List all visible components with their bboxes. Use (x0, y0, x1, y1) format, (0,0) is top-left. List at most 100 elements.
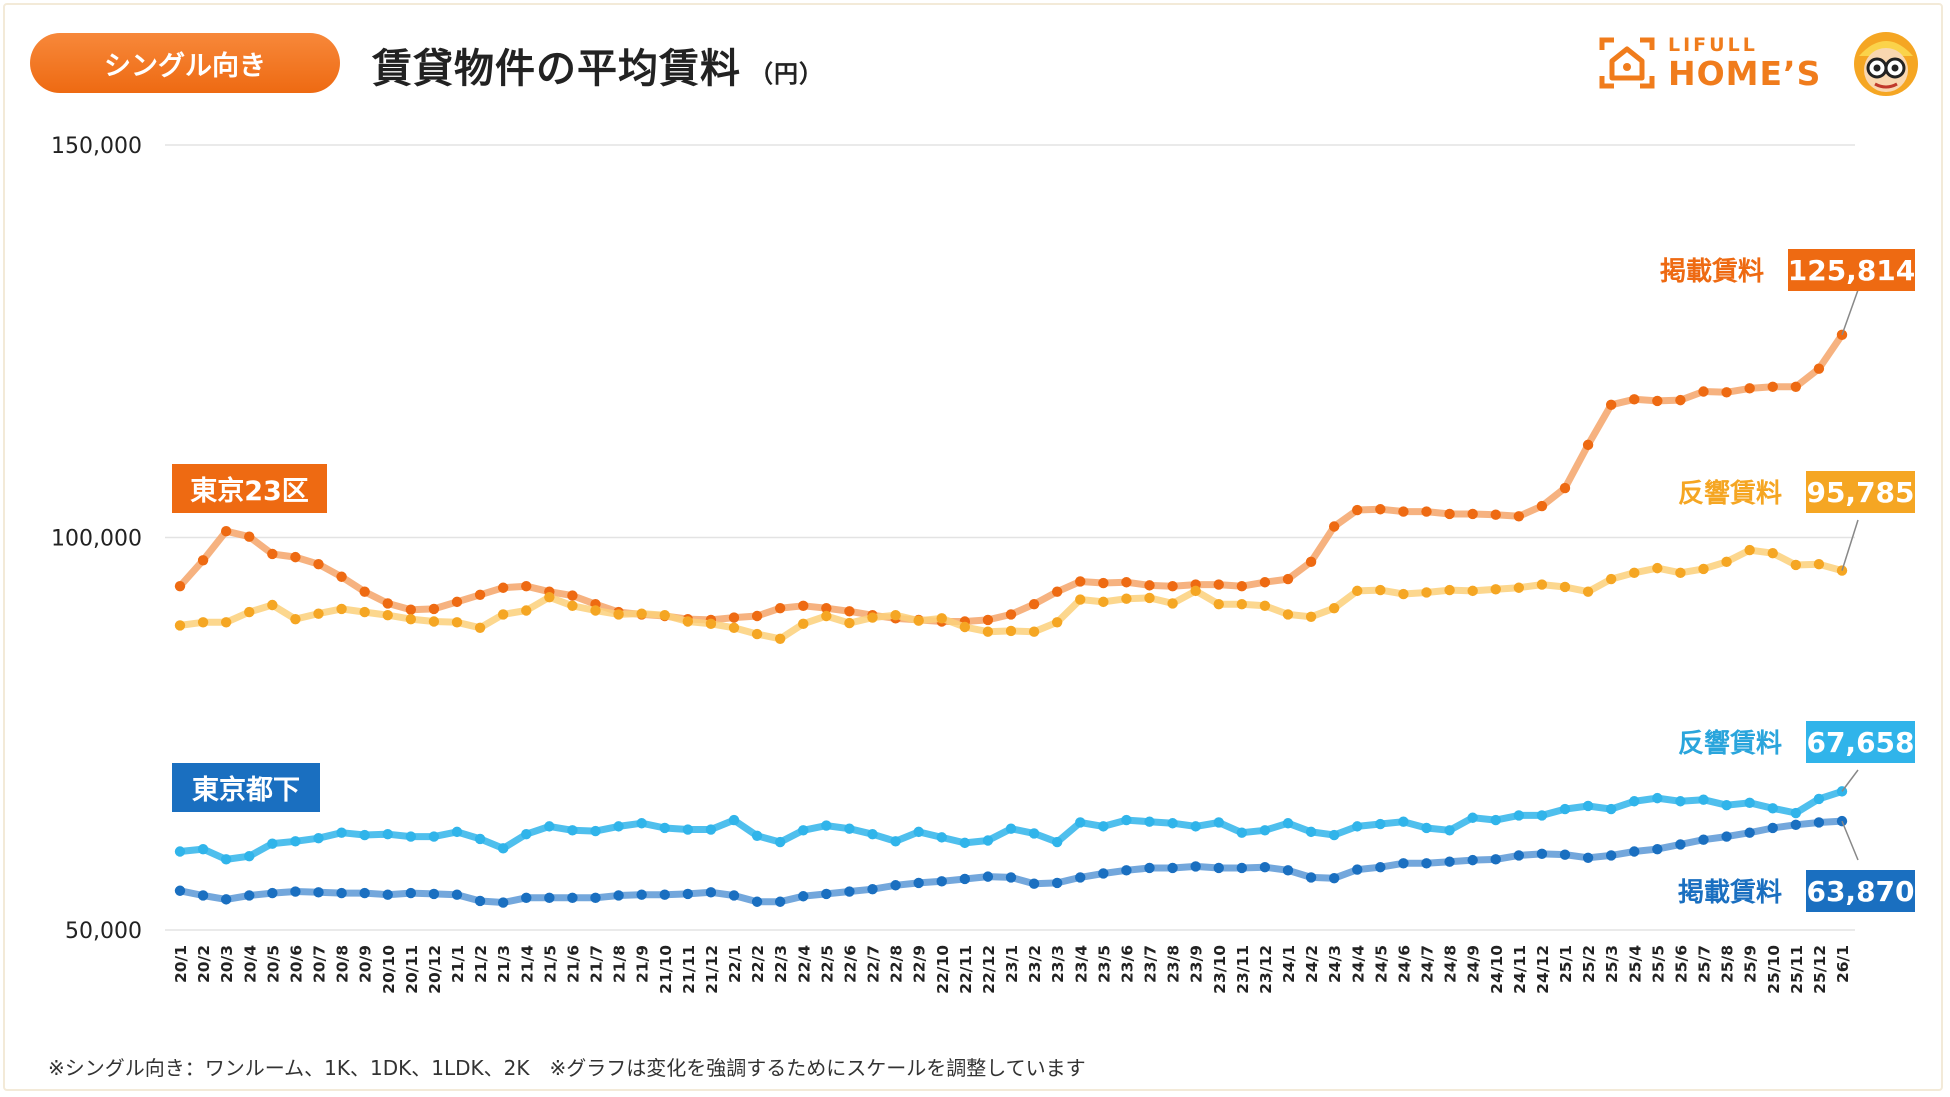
data-point (590, 825, 601, 837)
x-tick-label: 24/6 (1395, 945, 1413, 983)
data-point (1582, 800, 1594, 812)
data-point (798, 891, 809, 902)
data-point (1236, 862, 1248, 874)
data-point (1236, 580, 1248, 592)
data-point (728, 890, 740, 901)
x-tick-label: 25/12 (1811, 945, 1829, 994)
data-point (982, 835, 994, 846)
data-point (1444, 825, 1455, 836)
data-point (1675, 839, 1686, 850)
data-point (1605, 803, 1617, 815)
x-tick-label: 24/9 (1465, 945, 1483, 983)
data-point (1559, 482, 1571, 494)
chart-unit: （円） (749, 60, 824, 88)
leader-line (1841, 769, 1859, 792)
data-point (244, 890, 255, 901)
data-point (1467, 508, 1478, 520)
data-point (1236, 599, 1248, 610)
data-point (1051, 586, 1063, 597)
data-point (1121, 593, 1132, 604)
data-point (1675, 796, 1686, 807)
data-point (1028, 878, 1040, 889)
data-point (451, 889, 463, 900)
data-point (267, 599, 278, 611)
data-point (220, 894, 232, 905)
x-tick-label: 25/2 (1580, 945, 1598, 983)
data-point (290, 613, 301, 625)
x-tick-label: 20/3 (218, 945, 236, 983)
data-point (521, 829, 532, 840)
x-tick-label: 25/3 (1603, 945, 1621, 983)
data-point (1328, 602, 1340, 614)
data-point (1375, 504, 1386, 515)
data-point (705, 887, 717, 898)
data-point (821, 610, 832, 622)
data-point (336, 603, 347, 615)
x-tick-label: 22/11 (957, 945, 975, 994)
data-point (1051, 617, 1063, 628)
x-tick-label: 21/8 (611, 945, 629, 983)
data-point (1721, 556, 1732, 568)
data-point (313, 832, 324, 844)
data-point (1236, 827, 1248, 838)
data-point (1144, 862, 1155, 874)
data-point (1167, 818, 1178, 829)
x-tick-label: 24/7 (1419, 945, 1437, 983)
data-point (1144, 592, 1155, 604)
data-point (382, 829, 393, 840)
data-point (1213, 862, 1224, 874)
region-label-tokyo-other: 東京都下 (172, 763, 320, 812)
data-point (1467, 854, 1478, 866)
data-point (1605, 850, 1617, 861)
data-point (197, 890, 209, 901)
data-point (1721, 799, 1732, 811)
data-point (1490, 854, 1501, 865)
data-point (1813, 817, 1825, 828)
data-point (451, 826, 463, 838)
data-point (1652, 395, 1663, 407)
x-tick-label: 22/5 (818, 945, 836, 983)
data-point (867, 883, 878, 895)
data-point (1328, 872, 1340, 884)
data-point (1559, 581, 1571, 593)
data-point (682, 824, 694, 835)
data-point (359, 829, 370, 841)
data-point (1144, 580, 1155, 591)
x-tick-label: 25/10 (1765, 945, 1783, 994)
data-point (844, 886, 855, 897)
data-point (636, 608, 647, 619)
series-value-other-listing: 63,870 (1806, 870, 1915, 912)
data-point (428, 831, 440, 842)
data-point (867, 829, 878, 840)
data-point (1075, 872, 1086, 883)
data-point (1582, 586, 1594, 597)
data-point (844, 823, 855, 834)
data-point (1813, 793, 1825, 805)
data-point (1075, 594, 1086, 605)
leader-line (1841, 820, 1859, 861)
data-point (174, 620, 186, 631)
data-point (1375, 862, 1386, 873)
data-point (821, 888, 832, 900)
data-point (1352, 821, 1363, 832)
data-point (1790, 819, 1802, 831)
x-tick-label: 23/9 (1188, 945, 1206, 983)
x-tick-label: 21/3 (495, 945, 513, 983)
data-point (890, 836, 901, 847)
data-point (359, 887, 370, 899)
data-point (728, 622, 740, 633)
data-point (636, 818, 647, 829)
data-point (1652, 562, 1663, 574)
data-point (290, 551, 301, 563)
data-point (1282, 573, 1294, 585)
data-point (1375, 584, 1386, 596)
data-point (1767, 822, 1778, 834)
x-tick-label: 25/5 (1649, 945, 1667, 983)
data-point (428, 888, 440, 900)
data-point (728, 814, 740, 826)
x-tick-label: 22/9 (911, 945, 929, 983)
data-point (1190, 821, 1201, 832)
data-point (1005, 872, 1017, 883)
data-point (244, 531, 255, 542)
series-label-23-inquiry: 反響賃料 (1678, 479, 1783, 509)
